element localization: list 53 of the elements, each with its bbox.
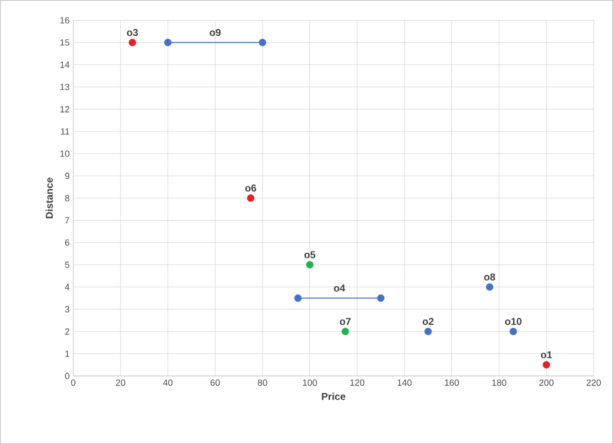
point: [246, 194, 254, 202]
x-tick-label: 0: [71, 379, 76, 386]
point: [424, 328, 432, 336]
x-tick-label: 160: [444, 379, 459, 386]
y-tick-label: 13: [60, 84, 70, 90]
point: [258, 38, 266, 46]
series-label: o3: [126, 28, 138, 36]
y-tick-label: 6: [65, 239, 70, 246]
y-tick-label: 11: [61, 128, 70, 134]
y-tick-label: 7: [65, 217, 70, 224]
series-label: o5: [304, 251, 316, 258]
y-tick-label: 5: [65, 262, 70, 268]
y-tick-label: 0: [65, 372, 70, 380]
x-tick-label: 120: [350, 379, 364, 386]
y-tick-label: 15: [60, 39, 70, 46]
y-tick-label: 1: [65, 350, 70, 357]
point: [377, 294, 384, 302]
y-tick-label: 3: [65, 306, 70, 312]
x-tick-label: 200: [539, 379, 554, 386]
x-axis-title: Price: [322, 392, 346, 400]
series-label: o6: [245, 184, 256, 192]
x-tick-label: 20: [116, 379, 126, 386]
x-tick-label: 100: [303, 379, 317, 386]
point: [306, 261, 314, 268]
point: [542, 361, 550, 368]
y-tick-label: 16: [60, 17, 70, 24]
point: [342, 328, 350, 336]
y-tick-label: 14: [60, 62, 70, 68]
x-tick-label: 40: [163, 379, 173, 386]
y-tick-label: 12: [60, 106, 70, 112]
y-tick-label: 2: [65, 328, 70, 335]
x-tick-label: 220: [586, 379, 601, 386]
x-tick-label: 80: [258, 379, 268, 386]
series-label: o4: [334, 284, 346, 292]
point: [510, 328, 517, 336]
point: [164, 38, 172, 46]
series-label: o7: [340, 318, 351, 325]
series-label: o1: [540, 351, 552, 358]
y-tick-label: 9: [65, 172, 70, 179]
x-tick-label: 180: [492, 379, 506, 386]
x-tick-label: 140: [398, 379, 412, 386]
x-tick-label: 60: [210, 379, 220, 386]
point: [294, 294, 302, 302]
point: [486, 283, 494, 291]
series-label: o2: [422, 318, 434, 325]
y-tick-label: 8: [65, 194, 70, 202]
series-label: o9: [210, 28, 221, 36]
y-axis-title: Distance: [46, 178, 53, 218]
series-label: o10: [505, 318, 522, 325]
point: [128, 38, 136, 46]
series-label: o8: [484, 273, 496, 280]
y-tick-label: 4: [64, 284, 70, 290]
y-tick-label: 10: [60, 150, 70, 157]
